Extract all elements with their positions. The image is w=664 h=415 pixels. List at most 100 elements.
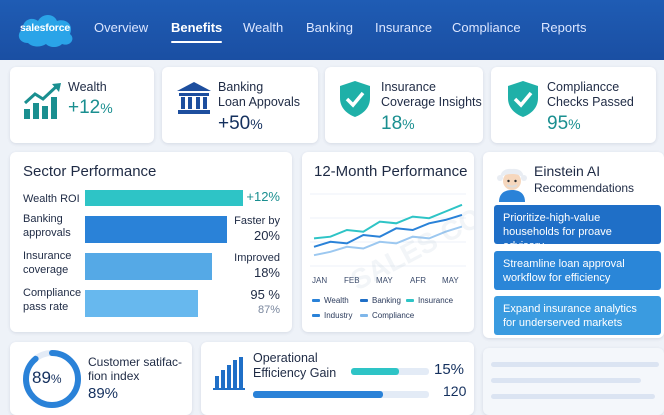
rec-line1: Prioritize-high-value [503, 212, 601, 224]
rec-line1: Expand insurance analytics [503, 303, 637, 315]
x-tick-label: MAY [376, 276, 393, 285]
legend-label: Industry [324, 311, 353, 320]
legend-label: Insurance [418, 296, 454, 305]
x-tick-label: MAY [442, 276, 459, 285]
kpi-label-line1: Insurance [381, 80, 436, 94]
operational-label-line2: Efficiency Gain [253, 366, 337, 380]
placeholder-card [483, 348, 664, 415]
legend-label: Banking [372, 296, 401, 305]
kpi-label-line1: Compliancce [547, 80, 620, 94]
section-title: Sector Performance [23, 163, 157, 180]
growth-chart-icon [23, 83, 61, 119]
section-title: 12-Month Performance [314, 163, 468, 180]
bar-chart-icon [213, 357, 245, 390]
sector-row-value: 18% [253, 265, 280, 280]
salesforce-logo[interactable]: salesforce [14, 9, 76, 49]
kpi-card-insurance[interactable]: Insurance Coverage Insights 18% [325, 67, 483, 143]
legend-item[interactable]: Industry [312, 311, 352, 320]
efficiency-bar-fill [351, 368, 400, 375]
sector-row-label: Compliance [23, 287, 82, 299]
shield-check-icon [340, 81, 370, 117]
legend-item[interactable]: Banking [360, 296, 401, 305]
nav-overview[interactable]: Overview [94, 20, 149, 35]
x-tick-label: FEB [344, 276, 360, 285]
nav-benefits[interactable]: Benefits [171, 20, 223, 43]
sector-row-value: 20% [253, 228, 280, 243]
einstein-title: Einstein AI [534, 163, 601, 179]
efficiency-value: 15% [434, 361, 465, 378]
kpi-label-line2: Coverage Insights [381, 95, 482, 109]
legend-item[interactable]: Compliance [360, 311, 414, 320]
nav-reports[interactable]: Reports [541, 20, 587, 35]
nav-wealth[interactable]: Wealth [243, 20, 284, 35]
placeholder-line [491, 394, 655, 399]
legend-swatch [360, 314, 368, 318]
recommendation-2[interactable]: Streamline loan approval workflow for ef… [494, 251, 661, 290]
einstein-avatar-icon [497, 168, 527, 202]
operational-efficiency-card: Operational Efficiency Gain 15% 120 [201, 342, 474, 415]
sector-bar[interactable] [85, 290, 198, 317]
einstein-subtitle: Recommendations [534, 181, 635, 195]
sector-row-label: Wealth ROI [23, 193, 80, 205]
operational-label-line1: Operational [253, 351, 318, 365]
legend-swatch [360, 299, 368, 303]
cloud-icon [18, 15, 73, 47]
satisfaction-ring-value: 89% [32, 368, 62, 387]
sector-performance-card: Sector Performance Wealth ROI +12% Banking… [10, 152, 292, 332]
nav-insurance[interactable]: Insurance [375, 20, 433, 35]
series-line-1[interactable] [313, 213, 463, 248]
sector-row-value: 87% [257, 304, 280, 316]
nav-banking[interactable]: Banking [306, 20, 353, 35]
bank-icon [177, 82, 211, 114]
sector-row-label: Insurance [23, 250, 72, 262]
x-tick-label: AFR [410, 276, 426, 285]
kpi-card-compliance[interactable]: Compliancce Checks Passed 95% [491, 67, 656, 143]
efficiency-bar-track [351, 368, 429, 375]
series-line-0[interactable] [313, 203, 463, 240]
legend-item[interactable]: Insurance [406, 296, 453, 305]
kpi-card-wealth[interactable]: Wealth +12% [10, 67, 154, 143]
satisfaction-value: 89% [88, 385, 119, 402]
sector-row-label-line2: pass rate [23, 301, 69, 313]
series-line-2[interactable] [313, 225, 463, 257]
x-tick-label: JAN [312, 276, 328, 285]
throughput-value: 120 [443, 383, 467, 399]
sector-bar[interactable] [85, 216, 227, 243]
sector-row-caption: 95 % [250, 287, 280, 302]
placeholder-line [491, 362, 659, 367]
recommendation-1[interactable]: Prioritize-high-value households for pro… [494, 205, 661, 252]
rec-line2: workflow for efficiency [503, 272, 611, 284]
sector-row-label-line2: approvals [23, 227, 71, 239]
satisfaction-ring [23, 350, 81, 408]
legend-swatch [312, 299, 320, 303]
satisfaction-label-line1: Customer satifac- [88, 355, 183, 369]
throughput-bar-fill [253, 391, 384, 398]
trend-chart-card: 12-Month Performance JAN FEB MAY AFR MAY Wea… [302, 152, 474, 332]
kpi-label-line1: Banking [218, 80, 264, 94]
legend-item[interactable]: Wealth [312, 296, 349, 305]
kpi-label: Wealth [68, 80, 107, 94]
legend-label: Wealth [324, 296, 349, 305]
sector-bar[interactable] [85, 190, 243, 206]
rec-line2: for underserved markets [503, 317, 623, 329]
shield-check-icon [508, 81, 538, 117]
kpi-value: 95% [547, 113, 581, 134]
sector-bar[interactable] [85, 253, 212, 280]
placeholder-line [491, 378, 641, 383]
sector-row-value: +12% [246, 189, 280, 204]
rec-line2: households for proave advisory [503, 226, 612, 252]
rec-line1: Streamline loan approval [503, 258, 625, 270]
line-chart [310, 193, 466, 267]
nav-compliance[interactable]: Compliance [452, 20, 521, 35]
recommendation-3[interactable]: Expand insurance analytics for underserv… [494, 296, 661, 335]
sector-row-label: Banking [23, 213, 63, 225]
sector-row-label-line2: coverage [23, 264, 69, 276]
customer-satisfaction-card: 89% Customer satifac- fion index 89% [10, 342, 192, 415]
legend-swatch [406, 299, 414, 303]
kpi-card-banking[interactable]: Banking Loan Appovals +50% [162, 67, 318, 143]
kpi-value: 18% [381, 113, 415, 134]
top-navigation-bar: salesforce Overview Benefits Wealth Bank… [0, 0, 664, 60]
kpi-value: +50% [218, 113, 263, 134]
sector-row-caption: Improved [234, 252, 280, 264]
kpi-value: +12% [68, 97, 113, 118]
